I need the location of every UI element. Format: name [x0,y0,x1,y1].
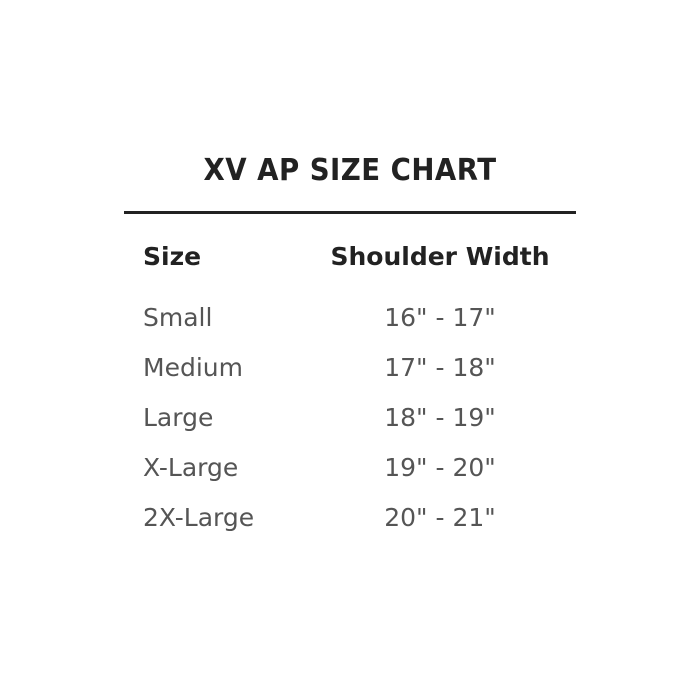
width-cell: 19" - 20" [384,453,496,482]
header-shoulder-width: Shoulder Width [330,242,550,271]
chart-title: XV AP SIZE CHART [203,153,497,188]
table-row: Medium 17" - 18" [0,353,700,393]
table-row: X-Large 19" - 20" [0,453,700,493]
size-cell: Small [143,303,213,332]
width-cell: 18" - 19" [384,403,496,432]
size-cell: Medium [143,353,243,382]
width-cell: 16" - 17" [384,303,496,332]
table-header: Size Shoulder Width [0,242,700,282]
table-row: Small 16" - 17" [0,303,700,343]
size-cell: Large [143,403,214,432]
width-cell: 17" - 18" [384,353,496,382]
table-row: Large 18" - 19" [0,403,700,443]
size-cell: X-Large [143,453,239,482]
title-divider [124,211,576,214]
width-cell: 20" - 21" [384,503,496,532]
header-size: Size [143,242,202,271]
table-row: 2X-Large 20" - 21" [0,503,700,543]
size-cell: 2X-Large [143,503,255,532]
